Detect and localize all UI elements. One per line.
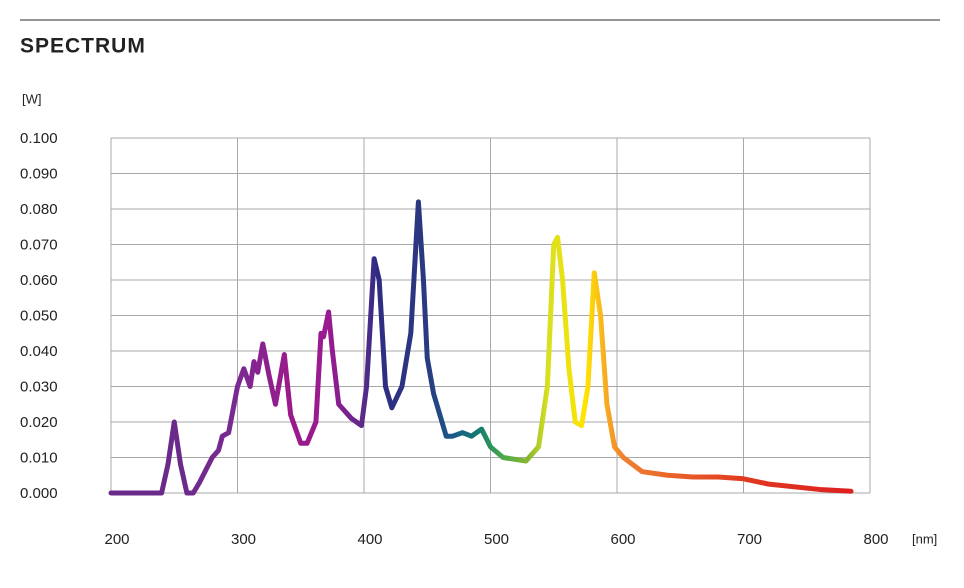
- y-tick-label: 0.030: [20, 378, 58, 395]
- spectrum-line: [108, 199, 854, 496]
- x-tick-label: 600: [610, 531, 635, 548]
- y-tick-label: 0.080: [20, 201, 58, 218]
- y-tick-label: 0.070: [20, 236, 58, 253]
- y-tick-label: 0.090: [20, 165, 58, 182]
- y-tick-label: 0.040: [20, 343, 58, 360]
- x-axis-label: [nm]: [912, 531, 937, 546]
- y-tick-label: 0.050: [20, 307, 58, 324]
- chart-title: SPECTRUM: [20, 35, 146, 58]
- y-tick-label: 0.000: [20, 485, 58, 502]
- y-axis-label: [W]: [22, 91, 42, 106]
- x-tick-label: 300: [231, 531, 256, 548]
- x-tick-label: 400: [357, 531, 382, 548]
- y-tick-label: 0.020: [20, 414, 58, 431]
- y-tick-label: 0.060: [20, 272, 58, 289]
- x-tick-label: 500: [484, 531, 509, 548]
- y-tick-label: 0.100: [20, 130, 58, 147]
- x-tick-label: 700: [737, 531, 762, 548]
- x-tick-label: 800: [863, 531, 888, 548]
- y-tick-label: 0.010: [20, 449, 58, 466]
- x-tick-label: 200: [104, 531, 129, 548]
